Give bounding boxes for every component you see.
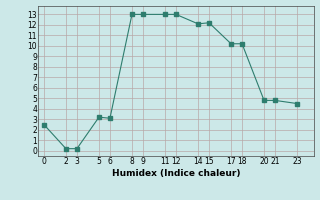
X-axis label: Humidex (Indice chaleur): Humidex (Indice chaleur) — [112, 169, 240, 178]
